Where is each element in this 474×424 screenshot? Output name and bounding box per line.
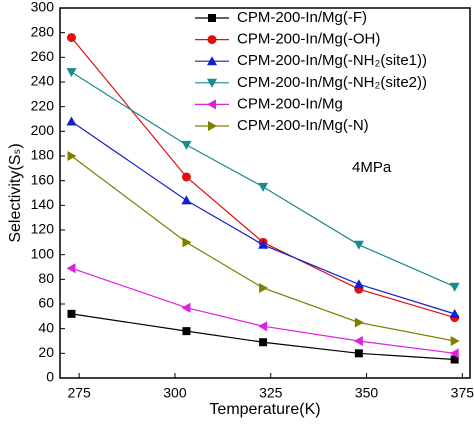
data-point xyxy=(259,282,269,293)
legend-label: CPM-200-In/Mg(-N) xyxy=(237,117,369,134)
legend-marker xyxy=(207,78,217,88)
data-point xyxy=(181,302,191,313)
data-point xyxy=(66,263,76,274)
y-tick-label: 180 xyxy=(31,147,55,163)
y-axis-title: Selectivity(Sₛ) xyxy=(7,143,24,242)
legend-marker xyxy=(207,35,217,45)
data-point xyxy=(66,68,77,78)
data-point xyxy=(182,327,191,336)
data-point xyxy=(353,279,364,289)
data-point xyxy=(66,116,77,126)
annotation: 4MPa xyxy=(352,159,392,176)
data-point xyxy=(259,338,268,347)
y-tick-label: 160 xyxy=(31,171,55,187)
y-tick-label: 120 xyxy=(31,221,55,237)
data-point xyxy=(449,308,460,318)
legend-label: CPM-200-In/Mg(-NH₂(site1)) xyxy=(237,52,427,69)
x-tick-label: 300 xyxy=(163,385,187,401)
data-point xyxy=(353,240,364,250)
series-line xyxy=(71,313,455,361)
data-point xyxy=(353,336,363,346)
x-tick-label: 350 xyxy=(355,385,379,401)
y-tick-label: 300 xyxy=(31,0,55,15)
data-point xyxy=(450,355,459,364)
x-tick-label: 325 xyxy=(259,385,283,401)
legend-marker xyxy=(208,14,216,22)
data-point xyxy=(258,182,269,192)
data-point xyxy=(449,348,459,359)
legend-label: CPM-200-In/Mg(-NH₂(site2)) xyxy=(237,74,427,91)
y-tick-label: 200 xyxy=(31,122,55,138)
data-point xyxy=(182,237,192,248)
y-tick-label: 20 xyxy=(38,344,54,360)
x-axis-title: Temperature(K) xyxy=(209,401,320,418)
data-point xyxy=(450,336,460,346)
x-tick-label: 275 xyxy=(67,385,91,401)
legend-marker xyxy=(207,99,216,110)
data-point xyxy=(354,349,363,358)
legend-marker xyxy=(207,56,217,66)
data-point xyxy=(181,140,192,150)
legend-label: CPM-200-In/Mg(-F) xyxy=(237,9,367,26)
y-tick-label: 240 xyxy=(31,73,55,89)
y-tick-label: 220 xyxy=(31,97,55,113)
y-tick-label: 100 xyxy=(31,245,55,261)
y-tick-label: 140 xyxy=(31,196,55,212)
legend-label: CPM-200-In/Mg xyxy=(237,95,343,112)
data-point xyxy=(66,33,76,43)
data-point xyxy=(354,317,364,328)
series-line xyxy=(71,120,455,315)
legend-label: CPM-200-In/Mg(-OH) xyxy=(237,31,380,48)
data-point xyxy=(449,282,460,292)
y-tick-label: 0 xyxy=(46,369,54,385)
y-tick-label: 40 xyxy=(38,319,54,335)
plot-frame xyxy=(59,7,471,379)
data-point xyxy=(67,151,77,161)
data-point xyxy=(181,195,192,205)
data-point xyxy=(258,321,268,332)
y-tick-label: 280 xyxy=(31,23,55,39)
y-tick-label: 80 xyxy=(38,270,54,286)
legend-marker xyxy=(208,121,217,131)
data-point xyxy=(67,309,76,318)
y-tick-label: 60 xyxy=(38,295,54,311)
y-tick-label: 260 xyxy=(31,48,55,64)
data-point xyxy=(258,239,269,249)
data-point xyxy=(181,172,191,182)
x-tick-label: 375 xyxy=(451,385,474,401)
